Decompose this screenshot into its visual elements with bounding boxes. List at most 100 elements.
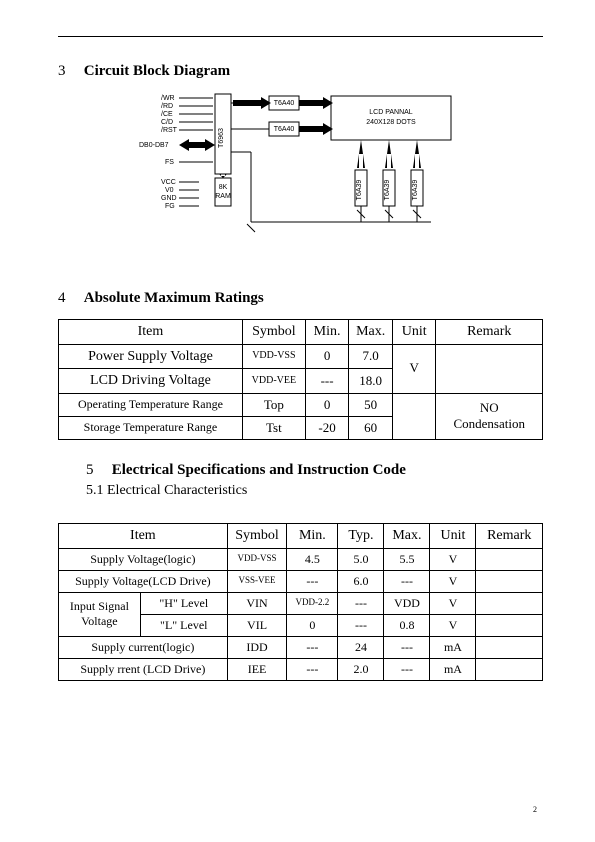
table-row: Input Signal Voltage "H" Level VIN VDD-2… — [59, 592, 543, 614]
panel-label-2: 240X128 DOTS — [366, 119, 416, 126]
sig-wr: /WR — [161, 95, 175, 102]
ram-label-2: RAM — [215, 193, 231, 200]
table-header-row: Item Symbol Min. Max. Unit Remark — [59, 320, 543, 345]
coldrv-3: T6A39 — [412, 180, 419, 201]
cell: IEE — [227, 658, 287, 680]
cell: mA — [430, 658, 476, 680]
cell: V — [430, 548, 476, 570]
table-header-row: Item Symbol Min. Typ. Max. Unit Remark — [59, 524, 543, 549]
cell: VDD-2.2 — [287, 592, 338, 614]
table-row: Supply current(logic) IDD --- 24 --- mA — [59, 636, 543, 658]
sig-fs: FS — [165, 159, 174, 166]
table-row: Supply Voltage(LCD Drive) VSS-VEE --- 6.… — [59, 570, 543, 592]
section-number: 5 — [86, 462, 108, 479]
cell: mA — [430, 636, 476, 658]
cell — [392, 393, 436, 440]
cell: Input Signal Voltage — [59, 592, 141, 636]
sig-fg: FG — [165, 203, 175, 210]
cell: --- — [305, 369, 349, 394]
col-item: Item — [59, 524, 228, 549]
cell: --- — [338, 592, 384, 614]
col-min: Min. — [287, 524, 338, 549]
col-max: Max. — [349, 320, 393, 345]
section-3-title: 3 Circuit Block Diagram — [58, 63, 543, 80]
section-number: 3 — [58, 63, 80, 80]
cell: --- — [384, 570, 430, 592]
cell: 5.0 — [338, 548, 384, 570]
table-row: Power Supply Voltage VDD-VSS 0 7.0 V — [59, 344, 543, 369]
cell: 0.8 — [384, 614, 430, 636]
cell: 4.5 — [287, 548, 338, 570]
section-title-text: Absolute Maximum Ratings — [84, 290, 264, 306]
cell: --- — [287, 570, 338, 592]
cell: V — [430, 570, 476, 592]
cell: VIN — [227, 592, 287, 614]
cell: "L" Level — [140, 614, 227, 636]
coldrv-1: T6A39 — [356, 180, 363, 201]
cell: Top — [242, 393, 305, 416]
ram-label-1: 8K — [218, 184, 227, 191]
cell: LCD Driving Voltage — [59, 369, 243, 394]
cell: --- — [338, 614, 384, 636]
cell: V — [392, 344, 436, 393]
cell: 0 — [287, 614, 338, 636]
table-row: Operating Temperature Range Top 0 50 NO … — [59, 393, 543, 416]
cell: Power Supply Voltage — [59, 344, 243, 369]
diagram-svg: /WR /RD /CE C/D /RST DB0-DB7 FS VCC V0 G… — [121, 92, 481, 262]
cell — [476, 636, 543, 658]
col-typ: Typ. — [338, 524, 384, 549]
cell: VDD — [384, 592, 430, 614]
cell: VDD-VEE — [242, 369, 305, 394]
section-4-title: 4 Absolute Maximum Ratings — [58, 290, 543, 307]
col-symbol: Symbol — [242, 320, 305, 345]
cell — [476, 658, 543, 680]
panel-label-1: LCD PANNAL — [369, 109, 413, 116]
sig-rst: /RST — [161, 127, 178, 134]
cell: V — [430, 614, 476, 636]
col-unit: Unit — [430, 524, 476, 549]
cell: --- — [287, 636, 338, 658]
cell: 24 — [338, 636, 384, 658]
cell: V — [430, 592, 476, 614]
cell: --- — [384, 636, 430, 658]
electrical-characteristics-table: Item Symbol Min. Typ. Max. Unit Remark S… — [58, 523, 543, 681]
sig-ce: /CE — [161, 111, 173, 118]
cell: Supply rrent (LCD Drive) — [59, 658, 228, 680]
cell-remark: NO Condensation — [436, 393, 543, 440]
abs-max-ratings-table: Item Symbol Min. Max. Unit Remark Power … — [58, 319, 543, 440]
cell — [476, 614, 543, 636]
cell — [476, 548, 543, 570]
cell: 6.0 — [338, 570, 384, 592]
cell: --- — [384, 658, 430, 680]
table-row: Supply Voltage(logic) VDD-VSS 4.5 5.0 5.… — [59, 548, 543, 570]
page-number: 2 — [533, 805, 537, 814]
cell: "H" Level — [140, 592, 227, 614]
cell: Supply current(logic) — [59, 636, 228, 658]
cell — [476, 570, 543, 592]
col-max: Max. — [384, 524, 430, 549]
coldrv-2: T6A39 — [384, 180, 391, 201]
table-row: Supply rrent (LCD Drive) IEE --- 2.0 ---… — [59, 658, 543, 680]
cell: -20 — [305, 416, 349, 439]
cell: 0 — [305, 344, 349, 369]
cell: Operating Temperature Range — [59, 393, 243, 416]
section-5-title: 5 Electrical Specifications and Instruct… — [86, 462, 543, 479]
cell: 0 — [305, 393, 349, 416]
cell: VDD-VSS — [242, 344, 305, 369]
sig-rd: /RD — [161, 103, 173, 110]
cell: Supply Voltage(logic) — [59, 548, 228, 570]
cell: 2.0 — [338, 658, 384, 680]
cell: 7.0 — [349, 344, 393, 369]
section-title-text: Electrical Specifications and Instructio… — [112, 462, 406, 478]
cell: VIL — [227, 614, 287, 636]
section-title-text: Circuit Block Diagram — [84, 63, 230, 79]
sig-cd: C/D — [161, 119, 173, 126]
cell: 60 — [349, 416, 393, 439]
cell: 18.0 — [349, 369, 393, 394]
cell — [436, 344, 543, 393]
col-remark: Remark — [436, 320, 543, 345]
sig-v0: V0 — [165, 187, 174, 194]
cell: VDD-VSS — [227, 548, 287, 570]
circuit-block-diagram: /WR /RD /CE C/D /RST DB0-DB7 FS VCC V0 G… — [58, 92, 543, 262]
page: 3 Circuit Block Diagram /WR /RD /CE C/D … — [0, 0, 595, 842]
